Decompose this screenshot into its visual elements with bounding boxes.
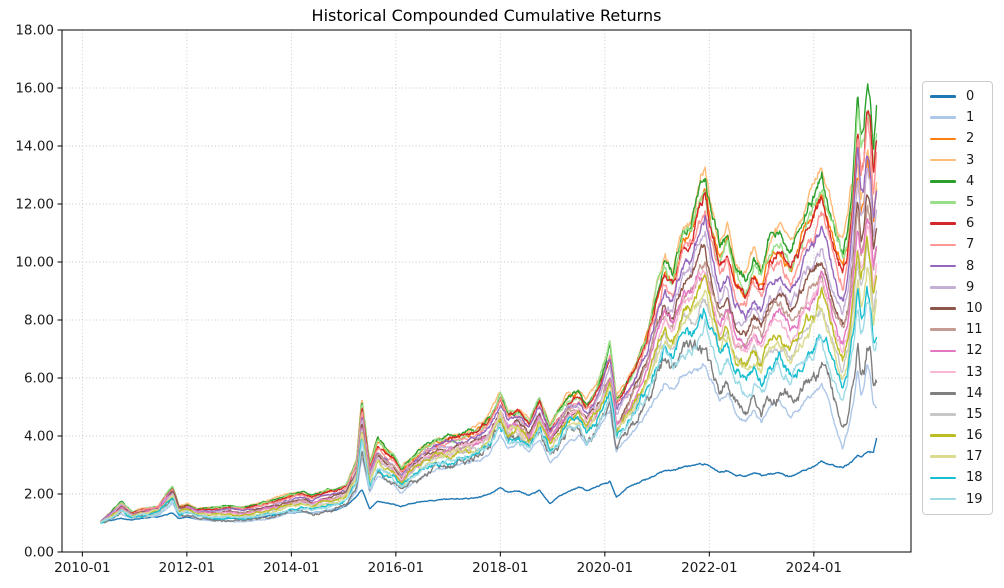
- legend-item-label: 7: [966, 237, 975, 253]
- series-line-3: [100, 149, 878, 523]
- legend-item-2: 2: [930, 128, 983, 149]
- x-tick-label: 2022-01: [681, 560, 737, 576]
- legend-line-swatch: [930, 243, 956, 247]
- legend-item-label: 15: [966, 406, 983, 422]
- legend-item-12: 12: [930, 340, 983, 361]
- legend-line-swatch: [930, 158, 956, 162]
- legend-line-swatch: [930, 285, 956, 289]
- legend-item-7: 7: [930, 234, 983, 255]
- y-tick-label: 14.00: [15, 139, 54, 155]
- series-lines: [100, 83, 878, 524]
- series-line-5: [100, 107, 878, 523]
- series-line-6: [100, 110, 878, 523]
- legend-item-label: 3: [966, 152, 975, 168]
- legend-item-label: 18: [966, 470, 983, 486]
- legend-item-17: 17: [930, 446, 983, 467]
- legend-item-9: 9: [930, 277, 983, 298]
- legend-item-13: 13: [930, 361, 983, 382]
- legend-line-swatch: [930, 434, 956, 437]
- legend-item-label: 10: [966, 300, 983, 316]
- y-tick-label: 12.00: [15, 197, 54, 213]
- series-line-19: [100, 301, 878, 524]
- legend-line-swatch: [930, 222, 956, 226]
- legend-item-label: 12: [966, 343, 983, 359]
- series-line-13: [100, 223, 878, 524]
- legend-item-19: 19: [930, 489, 983, 510]
- legend-line-swatch: [930, 497, 956, 501]
- legend-item-label: 2: [966, 131, 975, 147]
- legend-item-label: 1: [966, 110, 975, 126]
- y-tick-label: 16.00: [15, 81, 54, 97]
- x-tick-label: 2016-01: [368, 560, 424, 576]
- legend-item-label: 11: [966, 322, 983, 338]
- series-line-18: [100, 285, 878, 524]
- y-tick-label: 10.00: [15, 255, 54, 271]
- chart-title: Historical Compounded Cumulative Returns: [311, 6, 662, 25]
- x-tick-label: 2024-01: [786, 560, 842, 576]
- legend-item-label: 19: [966, 491, 983, 507]
- y-tick-label: 6.00: [24, 371, 54, 387]
- legend-item-14: 14: [930, 383, 983, 404]
- legend-item-1: 1: [930, 107, 983, 128]
- x-tick-label: 2014-01: [263, 560, 319, 576]
- y-tick-label: 18.00: [15, 23, 54, 39]
- legend: 0 1 2 3 4 5 6 7 8 9 10 11 12 13 14 15 16 17 18 19: [922, 81, 993, 515]
- legend-item-6: 6: [930, 213, 983, 234]
- legend-line-swatch: [930, 328, 956, 331]
- series-line-2: [100, 158, 878, 523]
- series-line-14: [100, 339, 878, 524]
- y-tick-label: 0.00: [24, 545, 54, 561]
- series-line-8: [100, 146, 878, 523]
- legend-item-11: 11: [930, 319, 983, 340]
- legend-item-8: 8: [930, 256, 983, 277]
- legend-item-label: 9: [966, 279, 975, 295]
- legend-item-18: 18: [930, 467, 983, 488]
- legend-item-label: 4: [966, 173, 975, 189]
- legend-line-swatch: [930, 455, 956, 459]
- series-line-17: [100, 266, 878, 524]
- legend-item-4: 4: [930, 171, 983, 192]
- legend-item-3: 3: [930, 150, 983, 171]
- x-tick-label: 2018-01: [472, 560, 528, 576]
- legend-item-15: 15: [930, 404, 983, 425]
- y-tick-label: 4.00: [24, 429, 54, 445]
- legend-line-swatch: [930, 476, 956, 480]
- legend-item-label: 17: [966, 449, 983, 465]
- x-tick-label: 2010-01: [54, 560, 110, 576]
- x-tick-label: 2020-01: [577, 560, 633, 576]
- axes-frame: [61, 29, 912, 553]
- y-tick-label: 8.00: [24, 313, 54, 329]
- legend-line-swatch: [930, 180, 956, 183]
- legend-item-label: 14: [966, 385, 983, 401]
- legend-item-label: 6: [966, 216, 975, 232]
- legend-line-swatch: [930, 307, 956, 310]
- legend-line-swatch: [930, 391, 956, 395]
- legend-line-swatch: [930, 370, 956, 374]
- legend-item-0: 0: [930, 86, 983, 107]
- x-tick-label: 2012-01: [159, 560, 215, 576]
- legend-line-swatch: [930, 137, 956, 141]
- legend-item-label: 5: [966, 195, 975, 211]
- legend-item-16: 16: [930, 425, 983, 446]
- legend-item-label: 8: [966, 258, 975, 274]
- legend-line-swatch: [930, 413, 956, 416]
- legend-line-swatch: [930, 264, 956, 268]
- legend-item-label: 13: [966, 364, 983, 380]
- legend-line-swatch: [930, 95, 956, 98]
- y-tick-label: 2.00: [24, 487, 54, 503]
- legend-item-label: 16: [966, 428, 983, 444]
- legend-line-swatch: [930, 116, 956, 120]
- legend-line-swatch: [930, 349, 956, 353]
- legend-line-swatch: [930, 201, 956, 204]
- series-line-4: [100, 83, 878, 523]
- legend-item-label: 0: [966, 89, 975, 105]
- legend-item-10: 10: [930, 298, 983, 319]
- legend-item-5: 5: [930, 192, 983, 213]
